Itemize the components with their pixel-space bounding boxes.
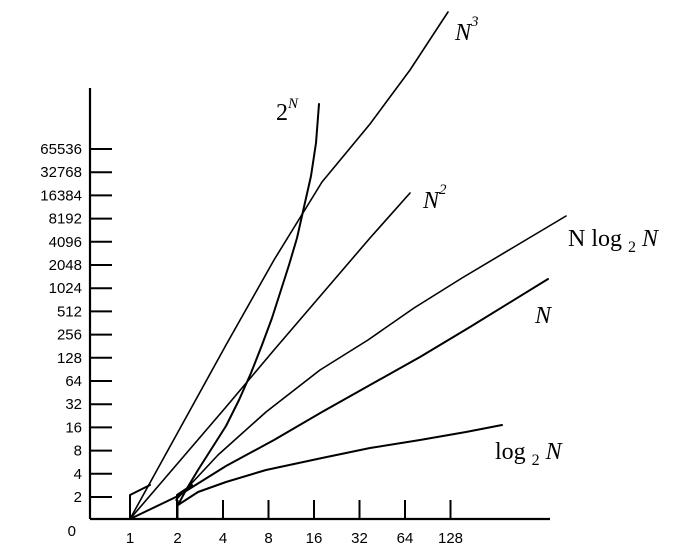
x-tick-label: 1	[126, 530, 134, 547]
y-tick-label: 32768	[40, 164, 82, 181]
series-nlogn-line	[175, 215, 567, 501]
y-tick-label: 4096	[49, 234, 82, 251]
y-tick-label: 16384	[40, 187, 82, 204]
y-tick-label: 8	[74, 443, 82, 460]
y-tick-label: 64	[65, 373, 82, 390]
y-tick-label: 128	[57, 350, 82, 367]
series-n2-line	[129, 192, 411, 520]
y-tick-label: 256	[57, 327, 82, 344]
x-tick-label: 16	[306, 530, 323, 547]
y-tick-label: 2048	[49, 257, 82, 274]
series-label-logn: log 2 N	[495, 439, 564, 469]
series-label-n2: N2	[422, 182, 447, 214]
y-ticks: 0 2 4 8 16 32 64 128 256 512 1024 2048 4096 8192 16384…	[40, 141, 112, 540]
x-tick-label: 4	[219, 530, 227, 547]
x-tick-label: 2	[173, 530, 181, 547]
y-tick-label: 1024	[49, 280, 82, 297]
y-tick-label: 2	[74, 489, 82, 506]
y-tick-label: 32	[65, 396, 82, 413]
y-tick-label: 65536	[40, 141, 82, 158]
y-tick-label: 4	[74, 466, 82, 483]
y-tick-label: 8192	[49, 211, 82, 228]
series-label-2n: 2N	[276, 96, 299, 126]
x-tick-label: 8	[264, 530, 272, 547]
x-tick-label: 128	[438, 530, 463, 547]
series-n-line	[129, 278, 549, 520]
series-label-nlogn: N log 2 N	[568, 226, 660, 256]
x-tick-label: 32	[351, 530, 368, 547]
series-label-n3: N3	[454, 14, 479, 46]
low-end-bracket-2	[176, 484, 193, 520]
series-label-n: N	[534, 303, 553, 329]
series-logn-line	[177, 424, 503, 506]
x-tick-label: 64	[397, 530, 414, 547]
series-n3-line	[129, 11, 449, 520]
low-end-bracket-1	[129, 484, 151, 520]
y-tick-label: 0	[68, 523, 76, 540]
x-ticks: 1 2 4 8 16 32 64 128	[126, 500, 463, 547]
y-tick-label: 16	[65, 419, 82, 436]
series-2n-line	[177, 103, 320, 506]
y-tick-label: 512	[57, 303, 82, 320]
